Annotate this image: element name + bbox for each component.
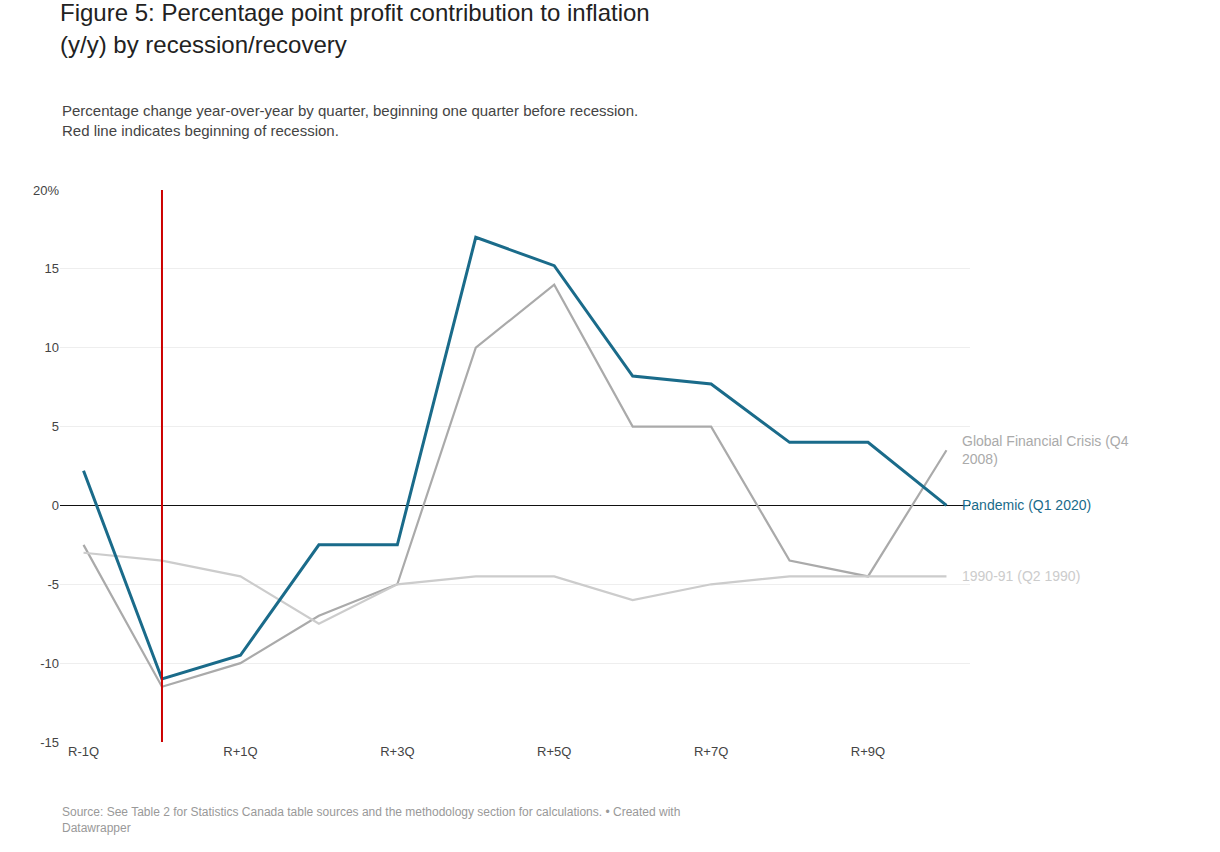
svg-text:Percentage change year-over-ye: Percentage change year-over-year by quar… (62, 102, 638, 139)
svg-text:0: 0 (52, 498, 59, 513)
svg-text:R+7Q: R+7Q (694, 744, 728, 759)
svg-text:R-1Q: R-1Q (68, 744, 99, 759)
svg-text:-15: -15 (40, 735, 59, 750)
svg-text:R+1Q: R+1Q (223, 744, 257, 759)
svg-text:R+3Q: R+3Q (380, 744, 414, 759)
svg-text:10: 10 (45, 340, 59, 355)
svg-text:Source: See Table 2 for Statis: Source: See Table 2 for Statistics Canad… (62, 805, 680, 835)
svg-text:R+5Q: R+5Q (537, 744, 571, 759)
svg-text:R+9Q: R+9Q (851, 744, 885, 759)
svg-text:Figure 5: Percentage point pro: Figure 5: Percentage point profit contri… (60, 0, 650, 58)
svg-text:-10: -10 (40, 656, 59, 671)
svg-text:20%: 20% (33, 183, 59, 198)
svg-text:-5: -5 (47, 577, 59, 592)
svg-text:Global Financial Crisis (Q4200: Global Financial Crisis (Q42008) (962, 433, 1129, 467)
svg-text:1990-91 (Q2 1990): 1990-91 (Q2 1990) (962, 568, 1080, 584)
svg-text:15: 15 (45, 261, 59, 276)
svg-text:Pandemic (Q1 2020): Pandemic (Q1 2020) (962, 497, 1091, 513)
svg-text:5: 5 (52, 419, 59, 434)
